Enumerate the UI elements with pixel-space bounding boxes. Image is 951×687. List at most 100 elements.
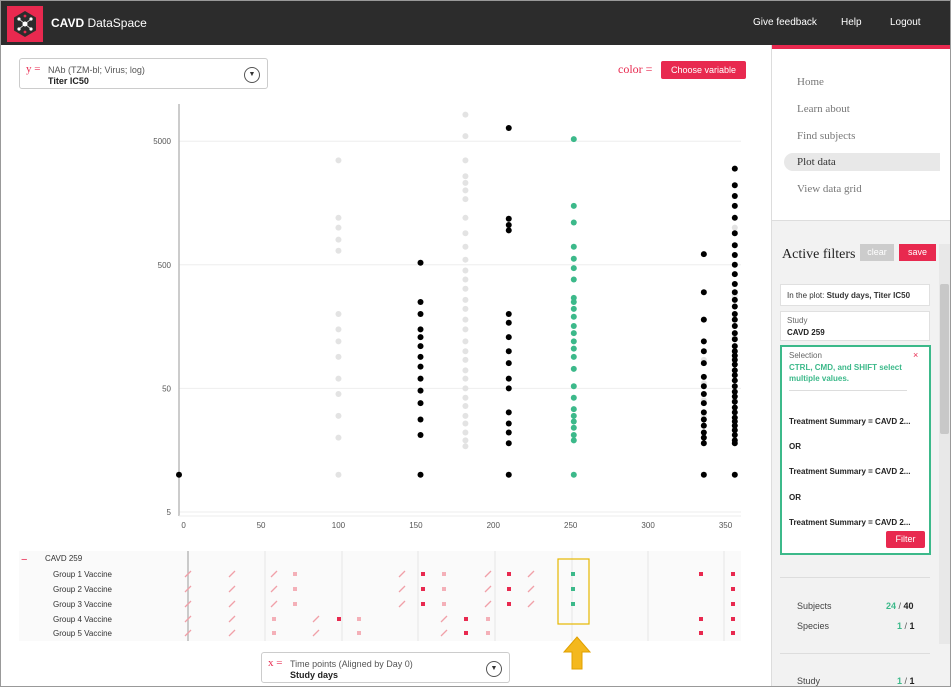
study-timeline[interactable]: − CAVD 259 Group 1 Vaccine Group 2 Vaccin… xyxy=(1,549,771,645)
data-point[interactable] xyxy=(417,400,424,407)
sample-marker[interactable] xyxy=(699,617,703,621)
x-axis-dropdown-icon[interactable]: ▼ xyxy=(486,661,502,677)
data-point[interactable] xyxy=(505,429,512,436)
sample-marker[interactable] xyxy=(272,617,276,621)
data-point[interactable] xyxy=(462,420,469,427)
data-point[interactable] xyxy=(462,179,469,186)
data-point[interactable] xyxy=(731,316,738,323)
data-point[interactable] xyxy=(417,416,424,423)
data-point[interactable] xyxy=(700,429,707,436)
data-point[interactable] xyxy=(505,471,512,478)
data-point[interactable] xyxy=(176,471,182,478)
data-point[interactable] xyxy=(570,353,577,360)
vaccination-marker-icon[interactable] xyxy=(228,629,236,637)
data-point[interactable] xyxy=(700,434,707,441)
sample-marker[interactable] xyxy=(464,631,468,635)
data-point[interactable] xyxy=(731,398,738,405)
sample-marker[interactable] xyxy=(442,602,446,606)
data-point[interactable] xyxy=(570,313,577,320)
data-point[interactable] xyxy=(731,404,738,411)
data-point[interactable] xyxy=(335,353,342,360)
data-point[interactable] xyxy=(731,422,738,429)
data-point[interactable] xyxy=(462,412,469,419)
data-point[interactable] xyxy=(335,338,342,345)
data-point[interactable] xyxy=(462,214,469,221)
data-point[interactable] xyxy=(700,440,707,447)
vaccination-marker-icon[interactable] xyxy=(312,629,320,637)
data-point[interactable] xyxy=(731,383,738,390)
vaccination-marker-icon[interactable] xyxy=(440,615,448,623)
data-point[interactable] xyxy=(462,296,469,303)
data-point[interactable] xyxy=(335,391,342,398)
data-point[interactable] xyxy=(417,299,424,306)
nav-item-learn-about[interactable]: Learn about xyxy=(797,103,850,115)
data-point[interactable] xyxy=(731,388,738,395)
study-filter-card[interactable]: Study CAVD 259 xyxy=(780,311,930,341)
sample-marker[interactable] xyxy=(293,602,297,606)
vaccination-marker-icon[interactable] xyxy=(398,600,406,608)
data-point[interactable] xyxy=(731,336,738,343)
selection-value[interactable]: Treatment Summary = CAVD 2... xyxy=(789,518,911,527)
sample-marker[interactable] xyxy=(272,631,276,635)
vaccination-marker-icon[interactable] xyxy=(184,600,192,608)
data-point[interactable] xyxy=(570,412,577,419)
data-point[interactable] xyxy=(417,259,424,266)
sample-marker[interactable] xyxy=(699,631,703,635)
data-point[interactable] xyxy=(731,303,738,310)
data-point[interactable] xyxy=(335,326,342,333)
data-point[interactable] xyxy=(462,305,469,312)
choose-variable-button[interactable]: Choose variable xyxy=(661,61,746,79)
sample-marker[interactable] xyxy=(699,572,703,576)
selection-value[interactable]: Treatment Summary = CAVD 2... xyxy=(789,467,911,476)
close-icon[interactable]: × xyxy=(913,350,919,360)
sample-marker[interactable] xyxy=(486,617,490,621)
data-point[interactable] xyxy=(505,409,512,416)
timeline-visit-marks[interactable] xyxy=(184,570,735,637)
plot-points[interactable] xyxy=(176,111,738,478)
data-point[interactable] xyxy=(462,173,469,180)
data-point[interactable] xyxy=(505,334,512,341)
data-point[interactable] xyxy=(462,243,469,250)
data-point[interactable] xyxy=(731,214,738,221)
data-point[interactable] xyxy=(462,403,469,410)
data-point[interactable] xyxy=(731,289,738,296)
vaccination-marker-icon[interactable] xyxy=(270,570,278,578)
data-point[interactable] xyxy=(731,252,738,259)
data-point[interactable] xyxy=(570,243,577,250)
data-point[interactable] xyxy=(570,255,577,262)
data-point[interactable] xyxy=(335,157,342,164)
data-point[interactable] xyxy=(505,124,512,131)
save-filters-button[interactable]: save xyxy=(899,244,936,261)
data-point[interactable] xyxy=(462,443,469,450)
data-point[interactable] xyxy=(731,427,738,434)
vaccination-marker-icon[interactable] xyxy=(184,585,192,593)
data-point[interactable] xyxy=(731,361,738,368)
nav-item-view-data-grid[interactable]: View data grid xyxy=(797,183,862,195)
data-point[interactable] xyxy=(462,429,469,436)
data-point[interactable] xyxy=(731,393,738,400)
sample-marker[interactable] xyxy=(293,587,297,591)
data-point[interactable] xyxy=(731,280,738,287)
scatter-plot[interactable]: 5000 500 50 50 50 100 150 200 250 300 350 xyxy=(1,96,771,536)
data-point[interactable] xyxy=(700,289,707,296)
data-point[interactable] xyxy=(417,471,424,478)
clear-filters-button[interactable]: clear xyxy=(860,244,894,261)
data-point[interactable] xyxy=(700,383,707,390)
data-point[interactable] xyxy=(505,440,512,447)
data-point[interactable] xyxy=(570,276,577,283)
data-point[interactable] xyxy=(731,202,738,209)
data-point[interactable] xyxy=(570,431,577,438)
data-point[interactable] xyxy=(335,224,342,231)
data-point[interactable] xyxy=(731,367,738,374)
data-point[interactable] xyxy=(570,322,577,329)
vaccination-marker-icon[interactable] xyxy=(484,600,492,608)
data-point[interactable] xyxy=(700,251,707,258)
vaccination-marker-icon[interactable] xyxy=(398,570,406,578)
sample-marker[interactable] xyxy=(731,572,735,576)
data-point[interactable] xyxy=(417,326,424,333)
vaccination-marker-icon[interactable] xyxy=(527,585,535,593)
data-point[interactable] xyxy=(731,330,738,337)
data-point[interactable] xyxy=(505,319,512,326)
data-point[interactable] xyxy=(462,356,469,363)
nav-item-home[interactable]: Home xyxy=(797,76,824,88)
